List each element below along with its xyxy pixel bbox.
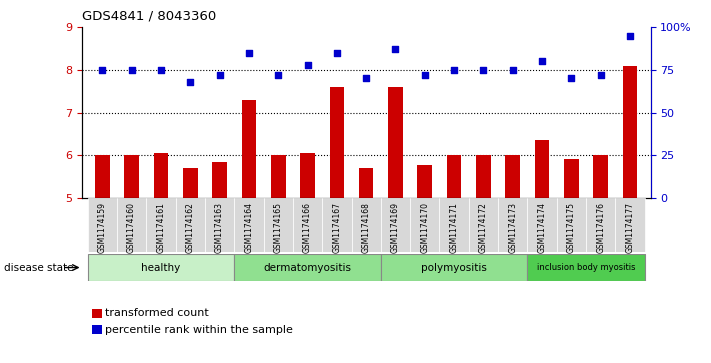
Text: GSM1174170: GSM1174170 xyxy=(420,202,429,253)
Bar xyxy=(322,198,351,252)
Text: GSM1174173: GSM1174173 xyxy=(508,202,518,253)
Bar xyxy=(623,66,637,198)
Text: GSM1174167: GSM1174167 xyxy=(332,202,341,253)
Bar xyxy=(242,100,256,198)
Bar xyxy=(234,198,264,252)
Text: GSM1174163: GSM1174163 xyxy=(215,202,224,253)
Bar xyxy=(300,153,315,198)
Bar xyxy=(117,198,146,252)
Text: GSM1174162: GSM1174162 xyxy=(186,202,195,253)
Bar xyxy=(146,198,176,252)
Point xyxy=(302,62,314,68)
Point xyxy=(155,67,166,73)
Bar xyxy=(154,153,169,198)
Text: polymyositis: polymyositis xyxy=(421,263,487,273)
Point xyxy=(449,67,460,73)
Point xyxy=(97,67,108,73)
Bar xyxy=(271,155,286,198)
Bar xyxy=(87,198,117,252)
Text: GSM1174165: GSM1174165 xyxy=(274,202,283,253)
Bar xyxy=(87,254,234,281)
Bar xyxy=(293,198,322,252)
Text: transformed count: transformed count xyxy=(105,308,209,318)
Point xyxy=(243,50,255,56)
Text: inclusion body myositis: inclusion body myositis xyxy=(537,263,636,272)
Point xyxy=(214,72,225,78)
Text: GSM1174171: GSM1174171 xyxy=(449,202,459,253)
Point xyxy=(507,67,518,73)
Point xyxy=(478,67,489,73)
Text: GDS4841 / 8043360: GDS4841 / 8043360 xyxy=(82,9,216,22)
Bar xyxy=(359,168,373,198)
Bar xyxy=(594,155,608,198)
Bar xyxy=(564,159,579,198)
Point xyxy=(331,50,343,56)
Bar xyxy=(476,155,491,198)
Bar xyxy=(213,162,227,198)
Bar xyxy=(381,198,410,252)
Bar xyxy=(528,198,557,252)
Bar xyxy=(557,198,586,252)
Bar xyxy=(388,87,403,198)
Point xyxy=(126,67,137,73)
Bar xyxy=(124,155,139,198)
Bar xyxy=(447,155,461,198)
Point xyxy=(360,76,372,81)
Point xyxy=(566,76,577,81)
Text: GSM1174177: GSM1174177 xyxy=(626,202,634,253)
Bar xyxy=(329,87,344,198)
Text: GSM1174174: GSM1174174 xyxy=(538,202,547,253)
Bar xyxy=(535,140,550,198)
Point xyxy=(536,58,547,64)
Text: GSM1174169: GSM1174169 xyxy=(391,202,400,253)
Text: GSM1174160: GSM1174160 xyxy=(127,202,136,253)
Text: GSM1174164: GSM1174164 xyxy=(245,202,253,253)
Text: GSM1174176: GSM1174176 xyxy=(597,202,605,253)
Text: GSM1174175: GSM1174175 xyxy=(567,202,576,253)
Bar xyxy=(417,164,432,198)
Point xyxy=(272,72,284,78)
Bar xyxy=(506,155,520,198)
Point xyxy=(185,79,196,85)
Bar xyxy=(234,254,381,281)
Bar xyxy=(498,198,528,252)
Bar xyxy=(264,198,293,252)
Bar xyxy=(95,155,109,198)
Bar xyxy=(586,198,616,252)
Text: disease state: disease state xyxy=(4,262,73,273)
Text: percentile rank within the sample: percentile rank within the sample xyxy=(105,325,293,335)
Point xyxy=(624,33,636,38)
Bar xyxy=(616,198,645,252)
Text: GSM1174159: GSM1174159 xyxy=(98,202,107,253)
Bar xyxy=(381,254,528,281)
Text: GSM1174161: GSM1174161 xyxy=(156,202,166,253)
Bar xyxy=(469,198,498,252)
Point xyxy=(419,72,430,78)
Bar xyxy=(351,198,381,252)
Bar xyxy=(528,254,645,281)
Text: dermatomyositis: dermatomyositis xyxy=(264,263,351,273)
Text: healthy: healthy xyxy=(141,263,181,273)
Point xyxy=(595,72,606,78)
Text: GSM1174172: GSM1174172 xyxy=(479,202,488,253)
Text: GSM1174166: GSM1174166 xyxy=(303,202,312,253)
Bar xyxy=(205,198,234,252)
Bar xyxy=(439,198,469,252)
Bar xyxy=(410,198,439,252)
Bar xyxy=(183,168,198,198)
Text: GSM1174168: GSM1174168 xyxy=(362,202,370,253)
Bar xyxy=(176,198,205,252)
Point xyxy=(390,46,401,52)
